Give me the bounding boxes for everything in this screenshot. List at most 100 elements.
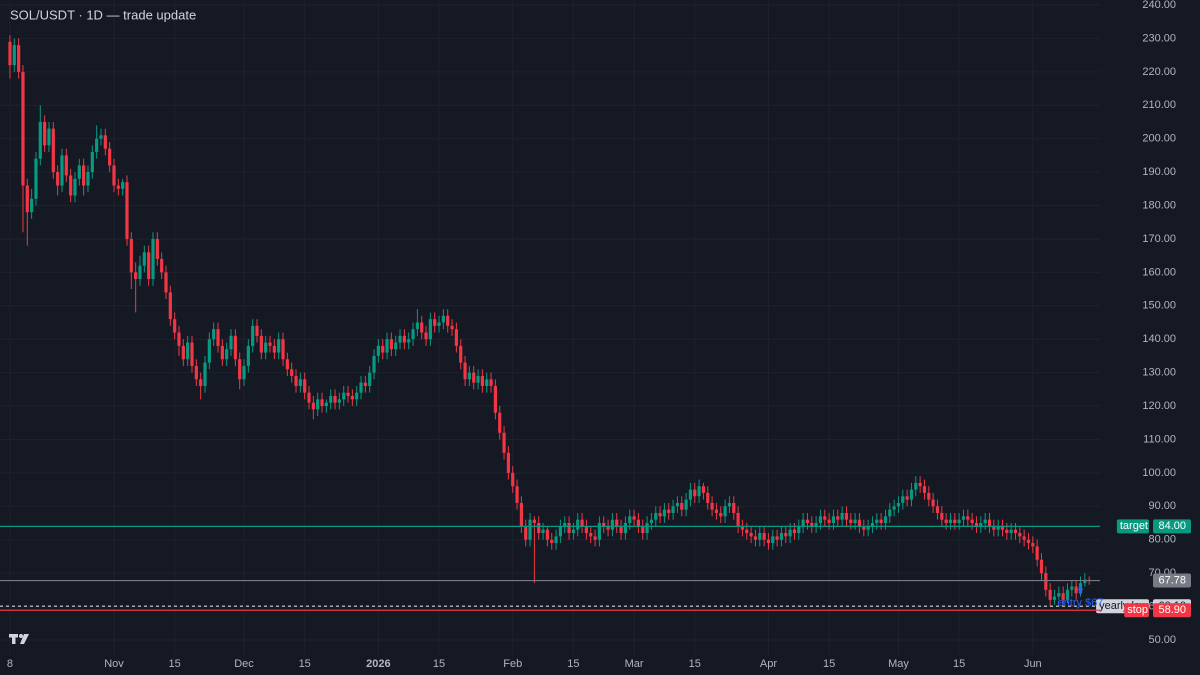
candle-body — [792, 529, 797, 534]
x-tick-label: Mar — [625, 658, 644, 670]
candle-body — [402, 335, 406, 343]
candle-body — [602, 522, 606, 527]
candle-body — [1000, 526, 1005, 530]
candle-body — [849, 519, 853, 523]
price-line-name-box — [1124, 603, 1149, 618]
y-tick-label: 190.00 — [1142, 166, 1176, 178]
candle-body — [389, 339, 393, 350]
candle-body — [164, 272, 168, 293]
candle-body — [576, 519, 580, 530]
price-line-name: target — [1120, 520, 1148, 532]
candle-body — [407, 339, 411, 343]
candle-body — [25, 185, 29, 213]
candle-body — [580, 519, 584, 527]
candle-body — [51, 128, 55, 173]
candle-body — [788, 529, 792, 537]
candle-body — [727, 502, 732, 507]
candle-body — [1052, 596, 1057, 600]
candle-body — [446, 315, 450, 326]
candle-body — [623, 522, 628, 534]
candle-body — [194, 365, 198, 380]
x-tick-label: 8 — [7, 658, 13, 670]
candle-body — [970, 519, 974, 523]
candle-body — [8, 41, 12, 66]
candle-body — [437, 322, 441, 326]
candle-body — [992, 526, 996, 530]
candle-body — [207, 339, 211, 363]
candle-body — [272, 345, 276, 353]
candle-body — [914, 482, 918, 490]
candle-body — [736, 512, 740, 527]
x-tick-label: May — [888, 658, 909, 670]
candle-body — [385, 339, 389, 353]
candle-body — [875, 519, 879, 523]
candle-body — [537, 522, 541, 534]
x-tick-label: 15 — [823, 658, 835, 670]
candle-body — [411, 329, 415, 340]
y-tick-label: 220.00 — [1142, 66, 1176, 78]
candle-body — [268, 342, 272, 346]
candle-body — [896, 502, 901, 507]
candle-body — [701, 486, 706, 493]
candle-body — [688, 489, 693, 500]
candle-body — [1057, 593, 1061, 597]
candle-body — [1035, 546, 1039, 560]
candle-body — [844, 512, 849, 520]
x-tick-label: 15 — [953, 658, 965, 670]
candle-body — [99, 135, 103, 139]
candle-body — [771, 536, 775, 544]
candle-body — [134, 272, 138, 280]
candle-body — [589, 533, 593, 537]
candle-body — [108, 148, 112, 166]
candle-body — [909, 489, 914, 500]
candle-body — [376, 345, 380, 356]
candle-body — [424, 332, 428, 340]
candle-body — [472, 372, 476, 383]
candle-body — [277, 339, 281, 353]
candle-body — [532, 519, 536, 523]
candle-body — [823, 516, 827, 520]
candle-body — [30, 198, 34, 213]
candle-body — [506, 452, 510, 473]
candle-body — [294, 375, 298, 386]
price-label-box — [1153, 603, 1191, 618]
candle-body — [233, 335, 237, 360]
candle-body — [476, 375, 480, 383]
candle-body — [1039, 559, 1044, 574]
candle-body — [1048, 589, 1052, 600]
candle-body — [805, 519, 810, 523]
candle-body — [706, 492, 710, 503]
y-tick-label: 230.00 — [1142, 32, 1176, 44]
candle-body — [1031, 543, 1035, 547]
candle-body — [649, 519, 654, 523]
x-tick-label: Dec — [234, 658, 254, 670]
candle-body — [723, 506, 727, 517]
candle-body — [307, 392, 311, 403]
candle-body — [1065, 589, 1070, 600]
candle-body — [225, 349, 229, 360]
candle-body — [229, 335, 233, 350]
candle-body — [784, 533, 788, 537]
candle-body — [779, 533, 784, 540]
candle-body — [454, 329, 458, 346]
candle-body — [190, 342, 194, 366]
candle-body — [350, 396, 354, 400]
candle-body — [138, 265, 142, 280]
x-tick-label: 15 — [689, 658, 701, 670]
candle-body — [658, 512, 662, 517]
candle-body — [918, 482, 922, 487]
candle-body — [1013, 529, 1018, 534]
y-tick-label: 130.00 — [1142, 367, 1176, 379]
x-tick-label: 15 — [433, 658, 445, 670]
candle-body — [866, 526, 870, 530]
candle-body — [714, 509, 719, 513]
y-tick-label: 120.00 — [1142, 400, 1176, 412]
candle-body — [333, 396, 337, 403]
candle-body — [398, 335, 402, 343]
candle-body — [684, 499, 688, 510]
candle-body — [961, 516, 966, 520]
candle-body — [264, 342, 268, 353]
candle-body — [433, 319, 437, 326]
candle-body — [285, 359, 289, 370]
